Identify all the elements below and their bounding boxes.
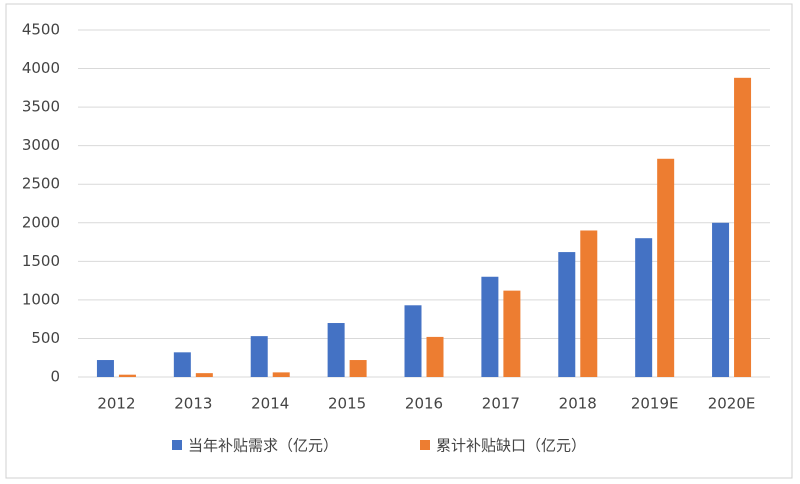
x-tick-label: 2017 [482,395,520,413]
bar [327,323,345,377]
bar [272,372,290,377]
y-tick-label: 3000 [22,136,60,154]
y-tick-label: 1500 [22,252,60,270]
bar [734,77,752,377]
bar [580,230,598,377]
y-tick-label: 2000 [22,213,60,231]
legend-swatch [172,440,182,450]
y-tick-label: 3500 [22,98,60,116]
y-tick-label: 0 [50,368,60,386]
y-tick-label: 500 [31,329,60,347]
legend-swatch [420,440,430,450]
bar [404,305,422,377]
y-tick-label: 4500 [22,21,60,39]
bar [558,252,576,377]
y-tick-label: 4000 [22,59,60,77]
x-tick-label: 2019E [631,395,679,413]
x-tick-label: 2012 [97,395,135,413]
bar [635,238,653,377]
y-tick-label: 2500 [22,175,60,193]
bar [349,360,367,377]
bar [173,352,191,377]
bar [96,360,114,377]
legend-label: 累计补贴缺口（亿元） [436,437,586,455]
bar [250,336,268,377]
bar [118,374,136,377]
bar [503,290,521,377]
bar [426,336,444,377]
bar [481,276,499,377]
y-tick-label: 1000 [22,290,60,308]
bar [712,222,730,377]
x-tick-label: 2014 [251,395,289,413]
x-tick-label: 2013 [174,395,212,413]
legend-label: 当年补贴需求（亿元） [188,437,338,455]
x-tick-label: 2016 [405,395,443,413]
x-tick-label: 2015 [328,395,366,413]
x-tick-label: 2020E [708,395,756,413]
bar [195,373,213,377]
x-tick-label: 2018 [559,395,597,413]
bar [657,158,675,377]
